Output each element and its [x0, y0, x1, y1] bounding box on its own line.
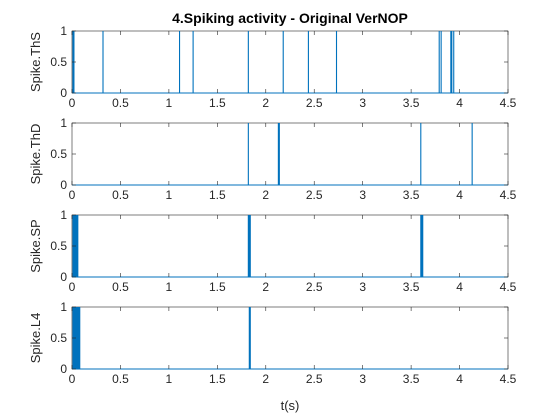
y-axis-label: Spike.L4 — [28, 313, 43, 364]
x-tick-label: 0.5 — [112, 372, 129, 386]
x-tick-label: 4 — [456, 280, 463, 294]
x-tick-label: 4.5 — [500, 96, 517, 110]
x-tick-label: 1 — [166, 188, 173, 202]
subplot-1: 0 0.5 1 1.5 2 2.5 3 3.5 4 4.5 0 0.5 1 Spike.ThS — [28, 24, 517, 110]
x-tick-label: 3 — [359, 280, 366, 294]
x-tick-label: 2.5 — [306, 372, 323, 386]
x-tick-label: 0.5 — [112, 280, 129, 294]
y-tick-label: 0.5 — [50, 147, 67, 161]
spike-train-series — [72, 307, 508, 370]
x-tick-label: 2 — [262, 96, 269, 110]
subplot-3: 0 0.5 1 1.5 2 2.5 3 3.5 4 4.5 0 0.5 1 Spike.SP — [28, 208, 517, 294]
subplot-2: 0 0.5 1 1.5 2 2.5 3 3.5 4 4.5 0 0.5 1 Spike.ThD — [28, 116, 517, 202]
x-tick-label: 4 — [456, 188, 463, 202]
y-tick-label: 0.5 — [50, 239, 67, 253]
y-tick-label: 0 — [60, 270, 67, 284]
x-tick-label: 0.5 — [112, 96, 129, 110]
x-tick-label: 0 — [69, 372, 76, 386]
x-axis-label: t(s) — [281, 398, 300, 413]
x-tick-label: 3.5 — [403, 372, 420, 386]
y-tick-label: 1 — [60, 300, 67, 314]
y-tick-label: 0 — [60, 178, 67, 192]
x-tick-label: 2.5 — [306, 280, 323, 294]
x-tick-label: 2 — [262, 372, 269, 386]
x-tick-label: 4.5 — [500, 188, 517, 202]
x-tick-label: 0 — [69, 280, 76, 294]
y-axis-label: Spike.SP — [28, 219, 43, 272]
x-tick-label: 1 — [166, 372, 173, 386]
x-tick-label: 1 — [166, 280, 173, 294]
plot-frame — [71, 122, 509, 186]
x-tick-label: 0 — [69, 96, 76, 110]
x-tick-label: 1.5 — [209, 96, 226, 110]
y-tick-label: 0 — [60, 362, 67, 376]
plot-frame — [71, 30, 509, 94]
y-axis-label: Spike.ThD — [28, 124, 43, 185]
x-tick-label: 1.5 — [209, 372, 226, 386]
y-tick-label: 1 — [60, 208, 67, 222]
x-tick-label: 2.5 — [306, 188, 323, 202]
x-tick-label: 4.5 — [500, 372, 517, 386]
plot-frame — [71, 214, 509, 278]
x-tick-label: 0.5 — [112, 188, 129, 202]
y-axis-label: Spike.ThS — [28, 32, 43, 92]
x-tick-label: 4.5 — [500, 280, 517, 294]
figure-title: 4.Spiking activity - Original VerNOP — [172, 10, 408, 26]
subplot-4: 0 0.5 1 1.5 2 2.5 3 3.5 4 4.5 0 0.5 1 Spike.L4 — [28, 300, 517, 386]
x-tick-label: 4 — [456, 96, 463, 110]
x-tick-label: 0 — [69, 188, 76, 202]
subplot-stack: 0 0.5 1 1.5 2 2.5 3 3.5 4 4.5 0 0.5 1 Spike.ThS 0 0.5 1 1… — [28, 24, 517, 386]
x-tick-label: 3 — [359, 372, 366, 386]
x-tick-label: 4 — [456, 372, 463, 386]
x-tick-label: 1.5 — [209, 280, 226, 294]
plot-frame — [71, 306, 509, 370]
y-tick-label: 1 — [60, 24, 67, 38]
spike-train-series — [72, 123, 508, 186]
y-tick-label: 0 — [60, 86, 67, 100]
x-tick-label: 3 — [359, 96, 366, 110]
x-tick-label: 1 — [166, 96, 173, 110]
x-tick-label: 2.5 — [306, 96, 323, 110]
x-tick-label: 3.5 — [403, 188, 420, 202]
x-tick-label: 2 — [262, 280, 269, 294]
x-tick-label: 3 — [359, 188, 366, 202]
x-tick-label: 2 — [262, 188, 269, 202]
x-tick-label: 1.5 — [209, 188, 226, 202]
spike-train-series — [72, 31, 508, 94]
x-tick-label: 3.5 — [403, 96, 420, 110]
y-tick-label: 1 — [60, 116, 67, 130]
x-tick-label: 3.5 — [403, 280, 420, 294]
y-tick-label: 0.5 — [50, 331, 67, 345]
y-tick-label: 0.5 — [50, 55, 67, 69]
